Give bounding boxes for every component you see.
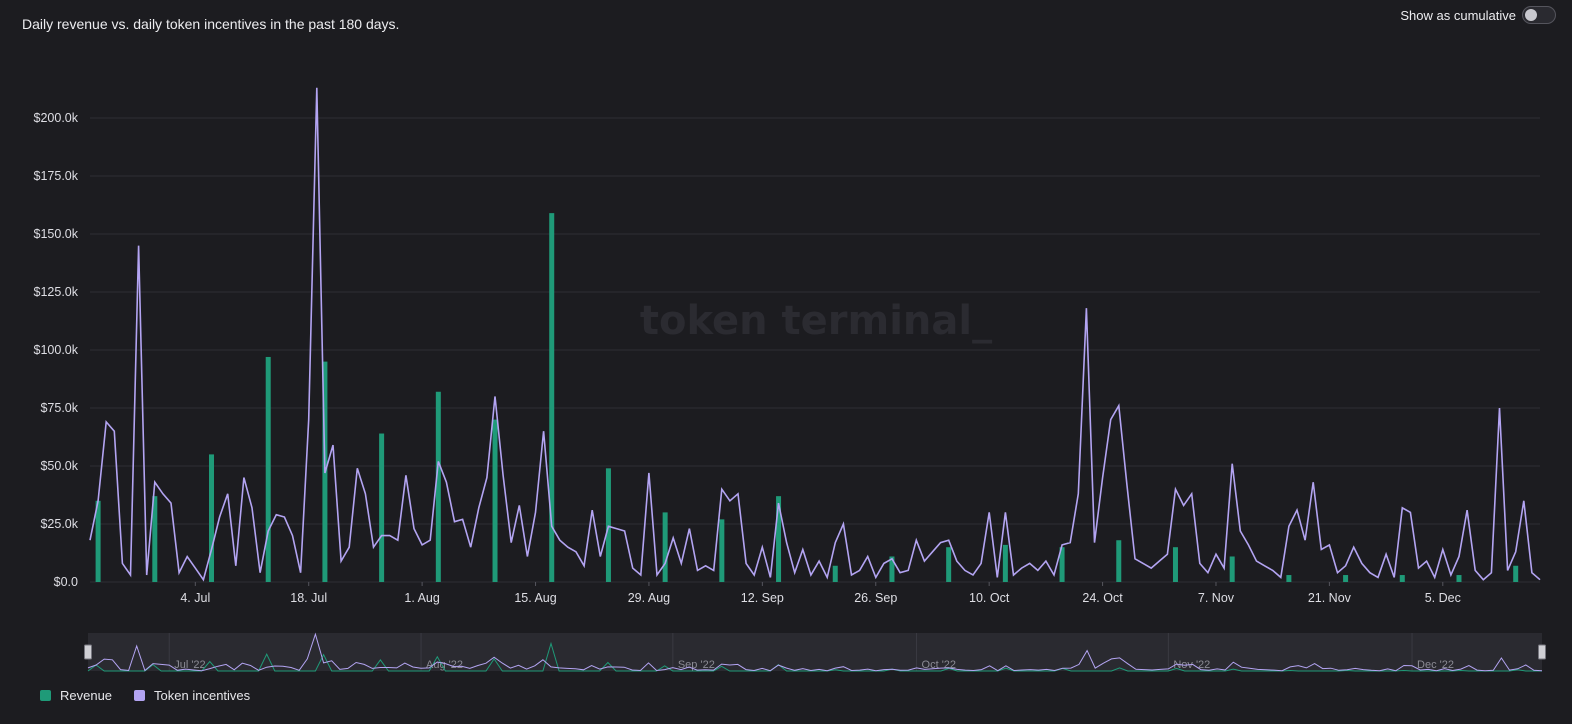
revenue-bar[interactable] [832,565,838,582]
revenue-bar[interactable] [1059,547,1065,582]
y-axis: $0.0 $25.0k $50.0k $75.0k $100.0k $125.0k $150… [34,111,79,589]
y-tick-label: $125.0k [34,285,79,299]
x-tick-label: 4. Jul [180,591,210,605]
navigator: Jul '22 Aug '22 Sep '22 Oct '22 Nov '22 Dec '… [84,632,1546,672]
y-tick-label: $50.0k [40,459,78,473]
revenue-bar[interactable] [152,496,158,582]
revenue-bar[interactable] [549,213,555,582]
revenue-bar[interactable] [1343,575,1349,582]
navigator-incentives-line [87,632,1543,672]
revenue-bar[interactable] [605,468,611,582]
revenue-bar[interactable] [889,556,895,582]
revenue-bar[interactable] [435,391,441,582]
chart-title: Daily revenue vs. daily token incentives… [22,16,400,32]
revenue-bar[interactable] [379,433,385,582]
x-tick-label: 12. Sep [741,591,784,605]
revenue-bar[interactable] [1456,575,1462,582]
revenue-bar[interactable] [265,356,271,582]
revenue-bar[interactable] [662,512,668,582]
navigator-handle-right[interactable] [1538,644,1546,660]
y-tick-label: $175.0k [34,169,79,183]
chart-svg: token terminal_ $0.0 $25.0k $50.0k $75.0k $1… [34,87,1546,672]
navigator-background [88,633,1542,671]
legend-label-revenue: Revenue [60,688,113,703]
x-tick-label: 1. Aug [404,591,439,605]
x-tick-label: 5. Dec [1425,591,1461,605]
y-tick-label: $75.0k [40,401,78,415]
navigator-label: Jul '22 [174,659,205,671]
revenue-bar[interactable] [946,547,952,582]
watermark: token terminal_ [640,298,992,344]
revenue-swatch [40,690,51,701]
x-tick-label: 26. Sep [854,591,897,605]
revenue-bar[interactable] [209,454,215,582]
token-incentives-swatch [134,690,146,701]
cumulative-label: Show as cumulative [1400,7,1516,23]
cumulative-toggle-group: Show as cumulative [1400,6,1556,24]
revenue-bar[interactable] [776,496,782,582]
legend-label-token-incentives: Token incentives [154,688,251,703]
token-incentives-line [89,87,1541,582]
navigator-label: Dec '22 [1417,659,1454,671]
y-tick-label: $200.0k [34,111,79,125]
y-tick-label: $100.0k [34,343,79,357]
legend-item-revenue[interactable]: Revenue [40,688,112,703]
navigator-label: Aug '22 [426,659,463,671]
x-tick-label: 10. Oct [969,591,1010,605]
x-tick-label: 15. Aug [514,591,556,605]
revenue-bar[interactable] [1002,544,1008,582]
revenue-bar[interactable] [492,419,498,582]
grid-lines [90,117,1540,583]
y-tick-label: $150.0k [34,227,79,241]
legend-item-token-incentives[interactable]: Token incentives [134,688,250,703]
revenue-bar[interactable] [1399,575,1405,582]
y-tick-label: $0.0 [54,575,78,589]
navigator-revenue-line [87,641,1542,672]
x-axis: 4. Jul 18. Jul 1. Aug 15. Aug 29. Aug 12. Sep… [180,582,1461,605]
y-tick-label: $25.0k [40,517,78,531]
navigator-handle-left[interactable] [84,644,92,660]
cumulative-toggle[interactable] [1522,6,1556,24]
x-tick-label: 29. Aug [628,591,670,605]
revenue-bar[interactable] [719,519,725,582]
revenue-bar[interactable] [1116,540,1122,582]
revenue-bar[interactable] [95,500,101,582]
legend: Revenue Token incentives [40,688,250,703]
revenue-bar[interactable] [1229,556,1235,582]
revenue-bar[interactable] [1513,565,1519,582]
revenue-bar[interactable] [1286,575,1292,582]
x-tick-label: 21. Nov [1308,591,1352,605]
x-tick-label: 24. Oct [1082,591,1123,605]
x-tick-label: 18. Jul [290,591,327,605]
revenue-bar[interactable] [1172,547,1178,582]
toggle-knob [1525,9,1537,21]
x-tick-label: 7. Nov [1198,591,1235,605]
